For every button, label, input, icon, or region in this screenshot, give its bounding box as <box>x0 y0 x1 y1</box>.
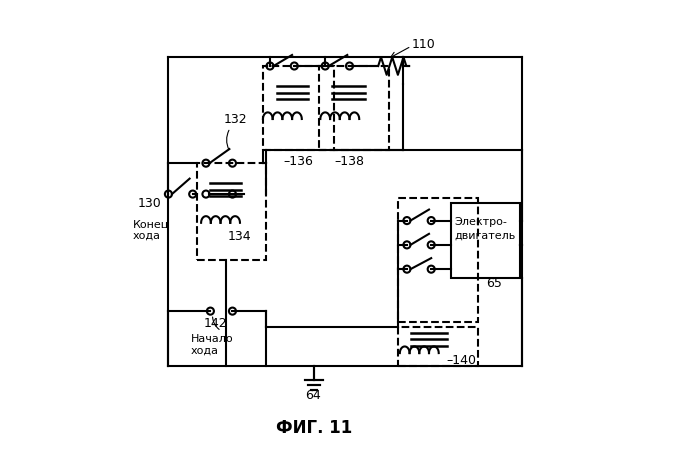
Bar <box>451 203 519 278</box>
Bar <box>197 163 266 261</box>
Text: двигатель: двигатель <box>454 230 516 240</box>
Text: Конец: Конец <box>133 219 169 229</box>
Bar <box>398 198 477 322</box>
Text: –138: –138 <box>334 155 364 168</box>
Bar <box>319 66 389 150</box>
Text: 110: 110 <box>411 38 435 51</box>
Text: 134: 134 <box>228 230 252 243</box>
Bar <box>398 327 477 366</box>
Text: –136: –136 <box>283 155 313 168</box>
Text: 65: 65 <box>487 277 503 290</box>
Text: хода: хода <box>191 346 219 356</box>
Text: 132: 132 <box>224 113 247 126</box>
Text: 142: 142 <box>203 317 227 329</box>
Text: 64: 64 <box>305 389 321 402</box>
Text: хода: хода <box>133 231 161 241</box>
Text: Начало: Начало <box>191 334 233 344</box>
Text: ФИГ. 11: ФИГ. 11 <box>276 419 352 437</box>
Text: 130: 130 <box>138 198 161 210</box>
Text: Электро-: Электро- <box>454 217 507 227</box>
Bar <box>264 66 334 150</box>
Text: –140: –140 <box>447 354 477 367</box>
